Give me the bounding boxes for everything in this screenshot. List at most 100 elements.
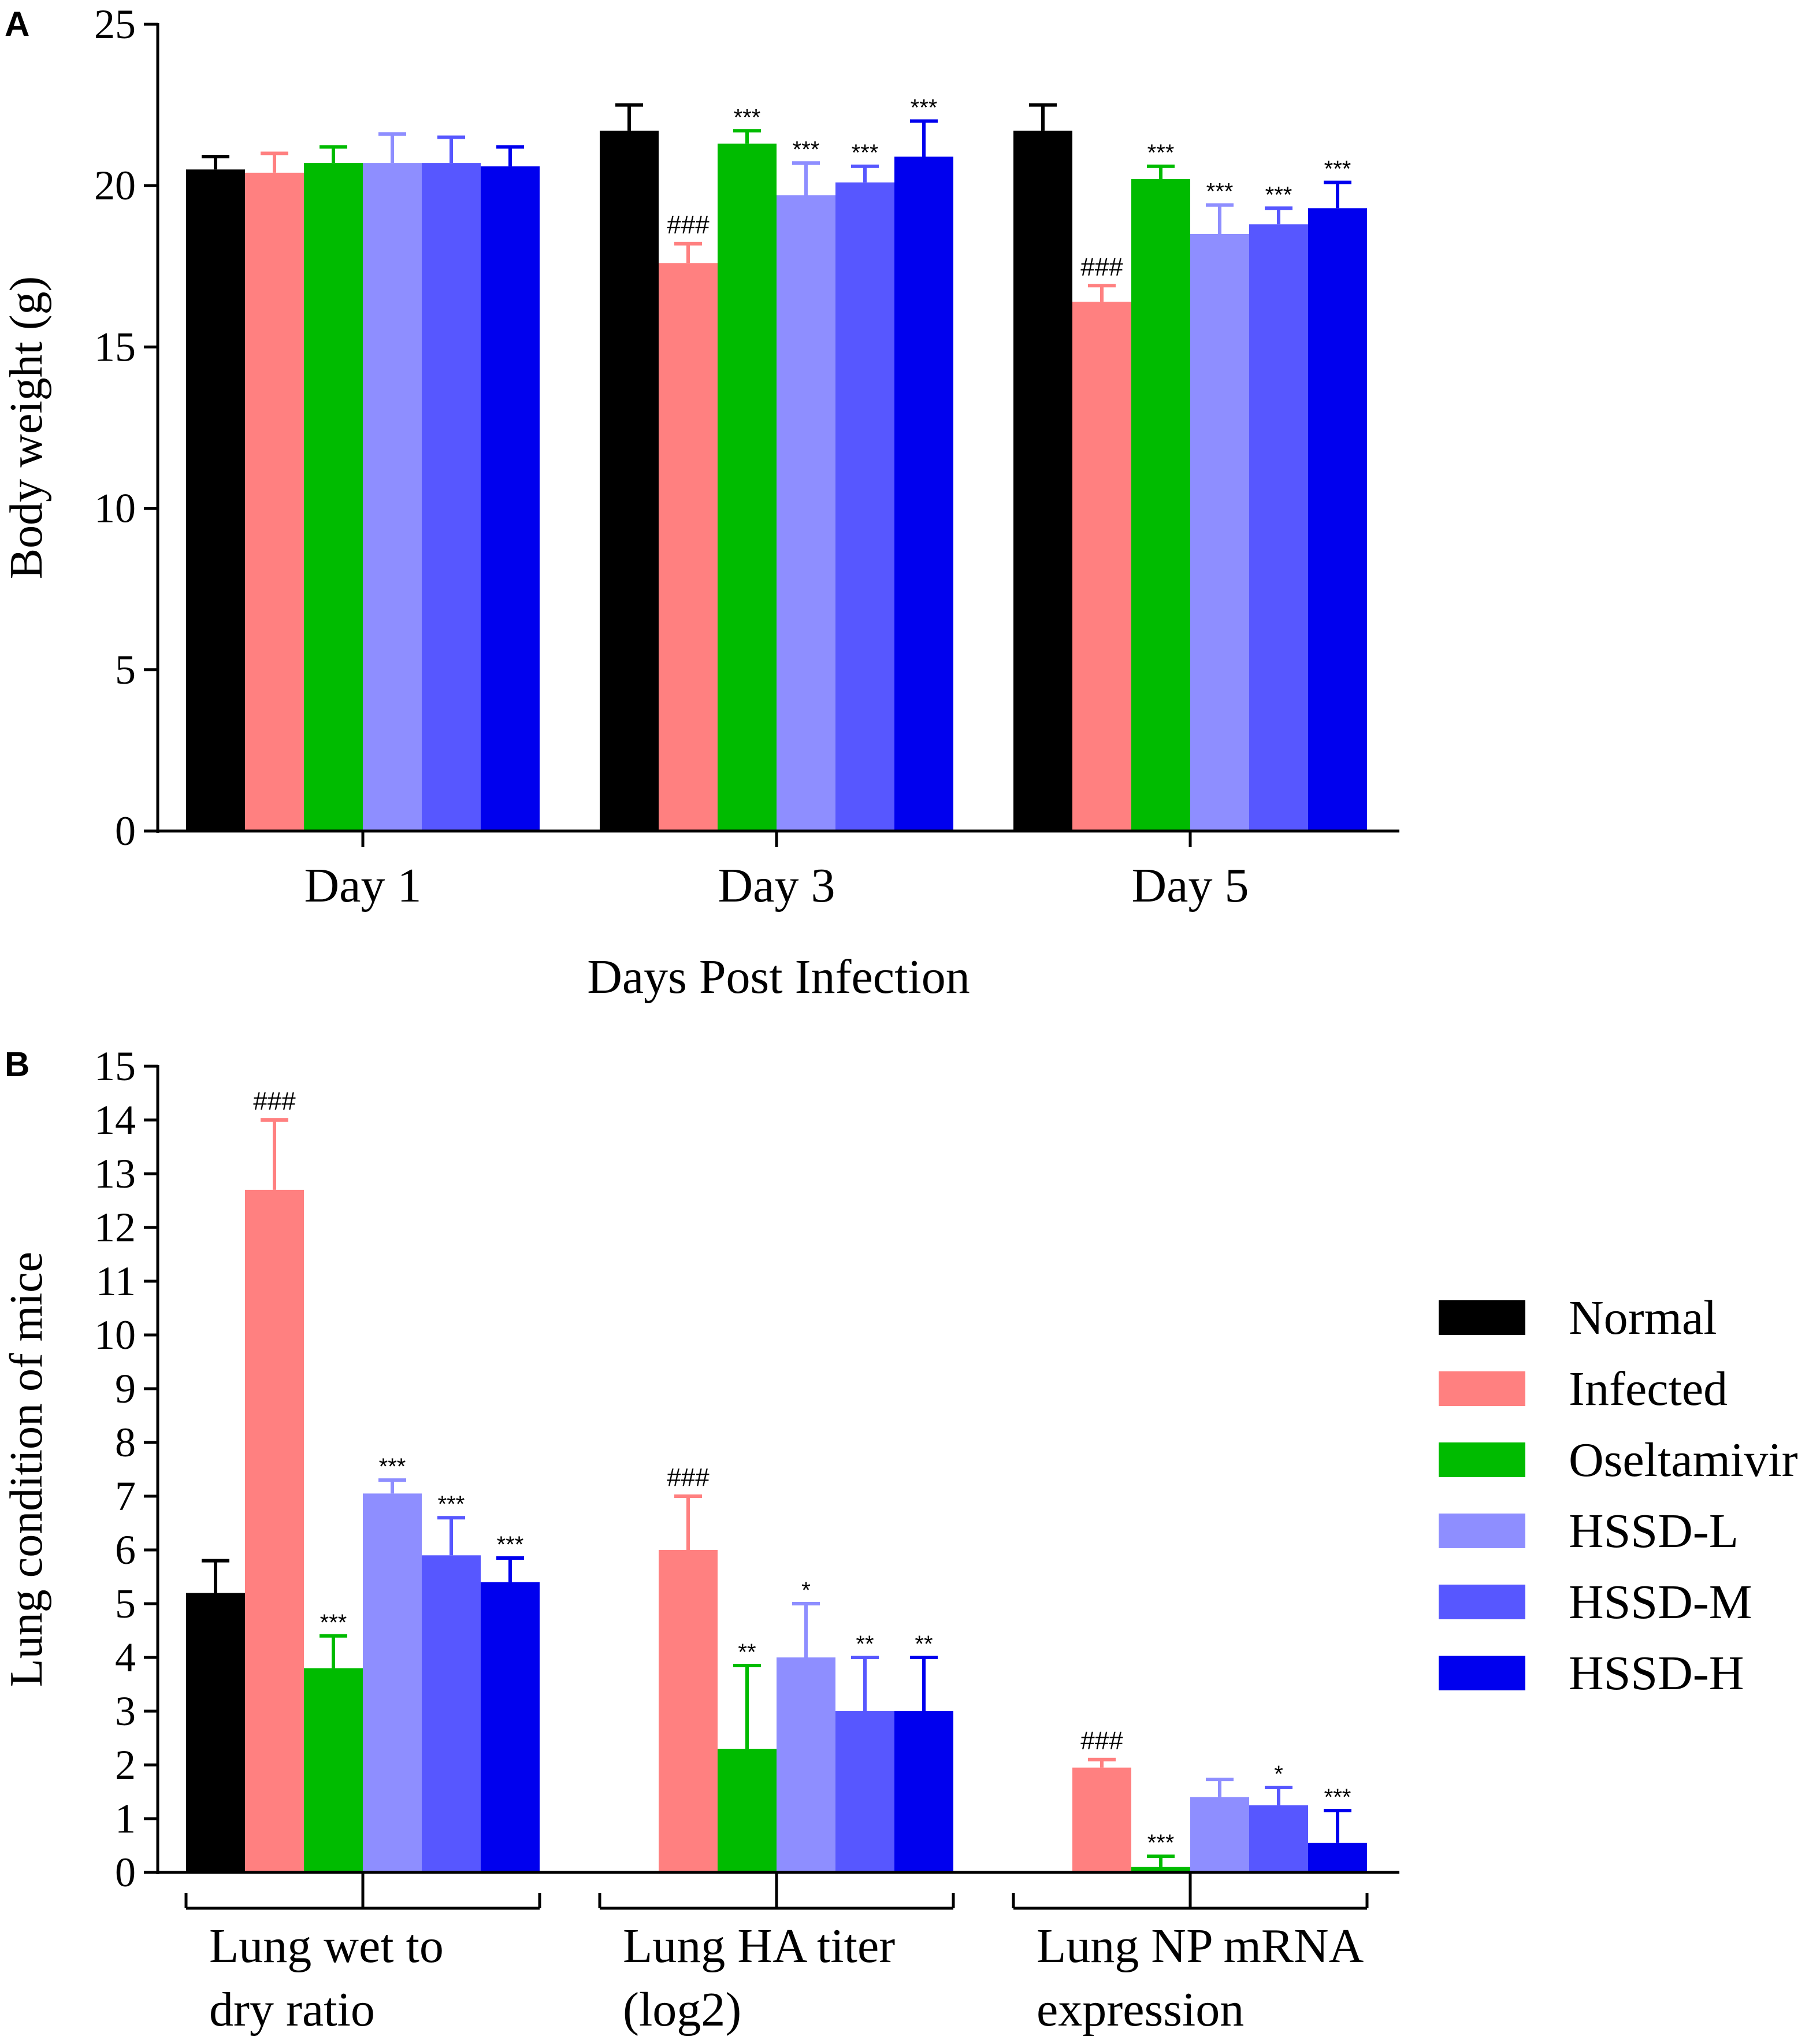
panel-b-lung-condition-chart: ###************###***** **###*******01234… (1, 1043, 1399, 2037)
panel-a-infected-2-significance-label: ### (667, 211, 710, 239)
panel-a-hssd-l-3-bar (1190, 233, 1249, 832)
panel-a-category-label-day-3: Day 3 (718, 859, 835, 913)
panel-b-category-label-3-line-1: Lung NP mRNA (1037, 1919, 1364, 1973)
panel-b-infected-2-bar (659, 1550, 718, 1872)
panel-b-infected-2-significance-label: ### (667, 1463, 710, 1492)
panel-a-hssd-h-3-significance-label: *** (1324, 157, 1351, 182)
panel-b-infected-1-bar (245, 1189, 304, 1872)
panel-a-normal-3-bar (1013, 131, 1072, 832)
panel-b-y-tick-label-13: 13 (94, 1151, 136, 1197)
panel-b-oseltamivir-3-bar (1131, 1867, 1190, 1872)
panel-b-category-label-2-line-1: Lung HA titer (623, 1919, 895, 1973)
panel-b-infected-3-bar (1072, 1767, 1131, 1872)
panel-a-y-tick-label-25: 25 (94, 1, 136, 47)
panel-b-y-tick-label-1: 1 (115, 1796, 136, 1842)
panel-a-hssd-h-2-bar (894, 156, 953, 832)
panel-b-category-label-1-line-1: Lung wet to (209, 1919, 444, 1973)
panel-a-y-tick-label-20: 20 (94, 162, 136, 209)
panel-a-x-axis-label: Days Post Infection (587, 950, 970, 1004)
panel-b-hssd-m-2-significance-label: ** (856, 1631, 874, 1657)
panel-b-y-tick-label-0: 0 (115, 1849, 136, 1896)
panel-b-category-label-2-line-2: (log2) (623, 1983, 741, 2037)
panel-a-y-tick-label-5: 5 (115, 647, 136, 693)
panel-b-hssd-l-1-significance-label: *** (379, 1454, 406, 1479)
legend-label-hssd-m: HSSD-M (1569, 1575, 1752, 1629)
panel-b-y-tick-label-9: 9 (115, 1366, 136, 1412)
panel-a-hssd-l-2-bar (777, 195, 835, 831)
panel-b-infected-3-significance-label: ### (1080, 1727, 1123, 1755)
legend-swatch-hssd-m (1439, 1585, 1525, 1619)
panel-b-y-tick-label-6: 6 (115, 1527, 136, 1573)
legend-label-hssd-h: HSSD-H (1569, 1646, 1744, 1700)
panel-b-y-tick-label-12: 12 (94, 1204, 136, 1251)
panel-b-hssd-l-2-significance-label: * (801, 1578, 811, 1603)
legend-swatch-normal (1439, 1300, 1525, 1335)
panel-b-hssd-m-1-significance-label: *** (438, 1492, 465, 1517)
panel-b-hssd-l-2-bar (777, 1657, 835, 1872)
panel-b-hssd-m-2-bar (835, 1711, 894, 1872)
panel-b-y-tick-label-10: 10 (94, 1312, 136, 1358)
panel-b-hssd-h-3-significance-label: *** (1324, 1785, 1351, 1810)
panel-b-y-tick-label-4: 4 (115, 1634, 136, 1681)
panel-b-hssd-l-1-bar (363, 1493, 422, 1872)
panel-a-body-weight-chart: ### *** *** *** *** ### *** *** *** *** 0 5 10 15 20 25… (1, 1, 1399, 1004)
legend-label-normal: Normal (1569, 1291, 1717, 1345)
panel-label-a: A (5, 5, 29, 43)
panel-b-oseltamivir-1-bar (304, 1668, 363, 1872)
panel-b-y-tick-label-14: 14 (94, 1097, 136, 1143)
legend-swatch-infected (1439, 1371, 1525, 1406)
panel-a-oseltamivir-1-bar (304, 163, 363, 831)
panel-b-y-axis-label: Lung condition of mice (1, 1252, 52, 1687)
panel-b-hssd-h-2-significance-label: ** (915, 1631, 933, 1657)
panel-b-y-tick-label-11: 11 (96, 1258, 136, 1304)
panel-b-hssd-m-3-significance-label: * (1274, 1761, 1283, 1787)
panel-b-y-tick-label-2: 2 (115, 1742, 136, 1788)
panel-a-hssd-m-3-bar (1249, 224, 1308, 831)
panel-a-infected-1-bar (245, 172, 304, 831)
panel-b-oseltamivir-2-bar (718, 1749, 777, 1872)
legend-label-oseltamivir: Oseltamivir (1569, 1433, 1798, 1487)
panel-b-y-tick-label-8: 8 (115, 1419, 136, 1466)
panel-a-y-tick-label-10: 10 (94, 485, 136, 532)
panel-a-hssd-m-2-significance-label: *** (852, 140, 879, 166)
panel-a-y-tick-label-0: 0 (115, 808, 136, 854)
panel-a-oseltamivir-2-bar (718, 143, 777, 831)
panel-b-oseltamivir-3-significance-label: *** (1147, 1830, 1175, 1856)
panel-a-oseltamivir-3-bar (1131, 179, 1190, 832)
panel-a-hssd-l-1-bar (363, 163, 422, 831)
panel-b-y-tick-label-5: 5 (115, 1581, 136, 1627)
panel-a-oseltamivir-2-significance-label: *** (734, 105, 761, 130)
panel-a-category-label-day-5: Day 5 (1132, 859, 1249, 913)
panel-a-hssd-m-1-bar (422, 163, 481, 831)
panel-b-hssd-h-2-bar (894, 1711, 953, 1872)
panel-b-category-label-3-line-2: expression (1037, 1983, 1244, 2037)
panel-a-oseltamivir-3-significance-label: *** (1147, 140, 1175, 166)
panel-b-y-tick-label-3: 3 (115, 1688, 136, 1734)
panel-b-oseltamivir-2-significance-label: ** (738, 1640, 756, 1665)
legend-swatch-hssd-l (1439, 1514, 1525, 1548)
panel-b-y-tick-label-7: 7 (115, 1473, 136, 1519)
panel-a-normal-1-bar (186, 169, 245, 831)
panel-a-normal-2-bar (600, 131, 659, 832)
panel-a-infected-2-bar (659, 263, 718, 831)
panel-a-y-tick-label-15: 15 (94, 324, 136, 370)
panel-b-hssd-m-3-bar (1249, 1805, 1308, 1872)
panel-a-hssd-m-3-significance-label: *** (1265, 182, 1292, 207)
panel-a-y-axis-label: Body weight (g) (1, 276, 52, 579)
panel-a-hssd-h-1-bar (481, 166, 540, 831)
panel-b-hssd-h-1-bar (481, 1582, 540, 1872)
panel-a-hssd-m-2-bar (835, 182, 894, 832)
legend-swatch-oseltamivir (1439, 1442, 1525, 1477)
panel-b-normal-1-bar (186, 1593, 245, 1872)
legend-label-infected: Infected (1569, 1362, 1728, 1416)
panel-b-infected-1-significance-label: ### (253, 1087, 296, 1115)
panel-b-hssd-m-1-bar (422, 1555, 481, 1872)
panel-b-oseltamivir-1-significance-label: *** (320, 1610, 347, 1635)
panel-a-infected-3-significance-label: ### (1080, 253, 1123, 281)
panel-b-hssd-l-3-bar (1190, 1797, 1249, 1872)
legend-label-hssd-l: HSSD-L (1569, 1504, 1739, 1558)
legend-swatch-hssd-h (1439, 1656, 1525, 1690)
panel-a-hssd-h-2-significance-label: *** (911, 95, 938, 121)
panel-a-hssd-l-2-significance-label: *** (793, 137, 820, 162)
